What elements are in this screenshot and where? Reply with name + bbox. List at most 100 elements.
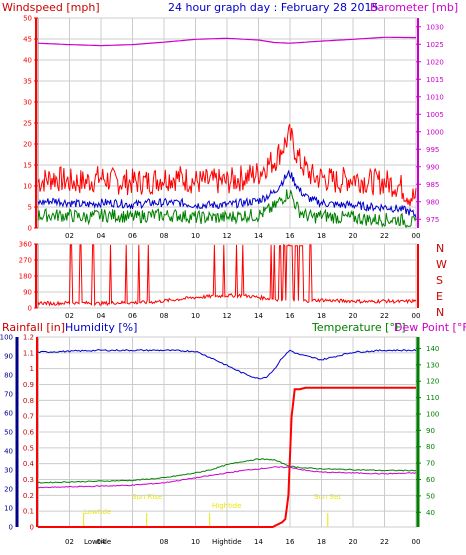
rain-y-tick-1.2: 1.2 [23, 334, 34, 342]
wind-y-tick-35: 35 [23, 78, 32, 86]
wind-x-tick-08: 08 [160, 232, 169, 240]
rain-x-tick-10: 10 [191, 538, 200, 546]
dir-y-tick-360: 360 [19, 241, 32, 249]
humidity-y-tick-100: 100 [0, 334, 13, 342]
wind-x-tick-00: 00 [412, 232, 421, 240]
series-minimum [37, 189, 417, 229]
humidity-y-tick-40: 40 [4, 448, 13, 456]
rain-y-tick-1.1: 1.1 [23, 349, 34, 357]
dir-y-tick-180: 180 [19, 273, 32, 281]
dewpoint-label: Dew Point [°F] [394, 321, 466, 334]
compass-s: S [436, 274, 443, 287]
baro-y-tick-1015: 1015 [426, 76, 444, 84]
series-dew-point [37, 466, 417, 489]
rain-y-tick-0.3: 0.3 [23, 476, 34, 484]
temp-y-tick-60: 60 [426, 476, 435, 484]
rain-y-tick-0.6: 0.6 [23, 429, 35, 437]
rain-y-tick-0.8: 0.8 [23, 397, 34, 405]
humidity-y-tick-30: 30 [4, 467, 13, 475]
rain-y-tick-0.9: 0.9 [23, 381, 34, 389]
humidity-y-tick-10: 10 [4, 505, 13, 513]
rain-x-tick-04: 04 [97, 538, 106, 546]
humidity-y-tick-50: 50 [4, 429, 13, 437]
dir-x-tick-00: 00 [412, 312, 421, 320]
wind-y-tick-45: 45 [23, 36, 32, 44]
dir-x-tick-06: 06 [128, 312, 137, 320]
humidity-y-tick-60: 60 [4, 410, 13, 418]
wind-x-tick-22: 22 [380, 232, 389, 240]
wind-x-tick-10: 10 [191, 232, 200, 240]
rain-y-tick-0.4: 0.4 [23, 460, 35, 468]
temp-y-tick-70: 70 [426, 460, 435, 468]
series-barometer [37, 36, 416, 47]
baro-y-tick-1025: 1025 [426, 41, 444, 49]
series-humidity [37, 348, 417, 380]
annotation-lowtide: Lowtide [84, 508, 111, 516]
wind-panel: 0510152025303540455097598098599099510001… [23, 15, 444, 241]
rain-y-tick-0: 0 [30, 524, 34, 532]
baro-y-tick-985: 985 [426, 181, 439, 189]
temp-y-tick-50: 50 [426, 492, 435, 500]
series-direction [37, 243, 417, 307]
rain-x-tick-08: 08 [160, 538, 169, 546]
rain-y-tick-1: 1 [30, 365, 34, 373]
rainfall-label: Rainfall [in] [2, 321, 65, 334]
dir-x-tick-18: 18 [317, 312, 326, 320]
dir-x-tick-04: 04 [97, 312, 106, 320]
compass-n-bottom: N [436, 306, 444, 319]
wind-x-tick-16: 16 [286, 232, 295, 240]
wind-x-tick-18: 18 [317, 232, 326, 240]
baro-y-tick-995: 995 [426, 146, 439, 154]
annotation-sunrise: Sun Rise [132, 493, 162, 501]
rain-y-tick-0.5: 0.5 [23, 444, 34, 452]
rain-y-tick-0.7: 0.7 [23, 413, 34, 421]
series-gust [37, 123, 417, 207]
windspeed-label: Windspeed [mph] [2, 1, 100, 14]
temp-y-tick-40: 40 [426, 509, 435, 517]
dir-x-tick-22: 22 [380, 312, 389, 320]
humidity-y-tick-90: 90 [4, 353, 13, 361]
baro-y-tick-1010: 1010 [426, 93, 444, 101]
baro-y-tick-1000: 1000 [426, 128, 444, 136]
baro-y-tick-990: 990 [426, 163, 439, 171]
baro-y-tick-1005: 1005 [426, 111, 444, 119]
compass-n-top: N [436, 242, 444, 255]
annotation-sunset: Sun Set [314, 493, 341, 501]
wind-y-tick-20: 20 [23, 141, 32, 149]
dir-y-tick-90: 90 [23, 289, 32, 297]
rain-y-tick-0.2: 0.2 [23, 492, 34, 500]
dir-x-tick-16: 16 [286, 312, 295, 320]
annotation-lowtide-axis: Lowtide [84, 538, 111, 546]
wind-y-tick-5: 5 [28, 204, 32, 212]
wind-y-tick-50: 50 [23, 15, 32, 23]
dir-x-tick-02: 02 [65, 312, 74, 320]
temp-y-tick-100: 100 [426, 410, 439, 418]
rain-y-tick-0.1: 0.1 [23, 508, 34, 516]
dir-x-tick-10: 10 [191, 312, 200, 320]
wind-y-tick-10: 10 [23, 183, 32, 191]
dir-x-tick-20: 20 [349, 312, 358, 320]
wind-y-tick-0: 0 [28, 225, 32, 233]
humidity-y-tick-80: 80 [4, 372, 13, 380]
wind-y-tick-30: 30 [23, 99, 32, 107]
wind-y-tick-40: 40 [23, 57, 32, 65]
wind-x-tick-06: 06 [128, 232, 137, 240]
wind-x-tick-14: 14 [254, 232, 263, 240]
dir-x-tick-08: 08 [160, 312, 169, 320]
temp-y-tick-140: 140 [426, 345, 439, 353]
rain-x-tick-18: 18 [317, 538, 326, 546]
rain-x-tick-16: 16 [286, 538, 295, 546]
temp-y-tick-110: 110 [426, 394, 439, 402]
temp-y-tick-120: 120 [426, 378, 439, 386]
wind-y-tick-25: 25 [23, 120, 32, 128]
rain-x-tick-20: 20 [349, 538, 358, 546]
series-temperature [37, 458, 417, 484]
compass-labels: N W S E N [436, 242, 447, 319]
wind-direction-panel: 0 90 180 270 360 02 04 06 08 10 12 14 16 18 20 22 00 [19, 241, 421, 321]
temp-y-tick-80: 80 [426, 443, 435, 451]
compass-w: W [436, 258, 447, 271]
rain-x-tick-02: 02 [65, 538, 74, 546]
compass-e: E [436, 290, 443, 303]
